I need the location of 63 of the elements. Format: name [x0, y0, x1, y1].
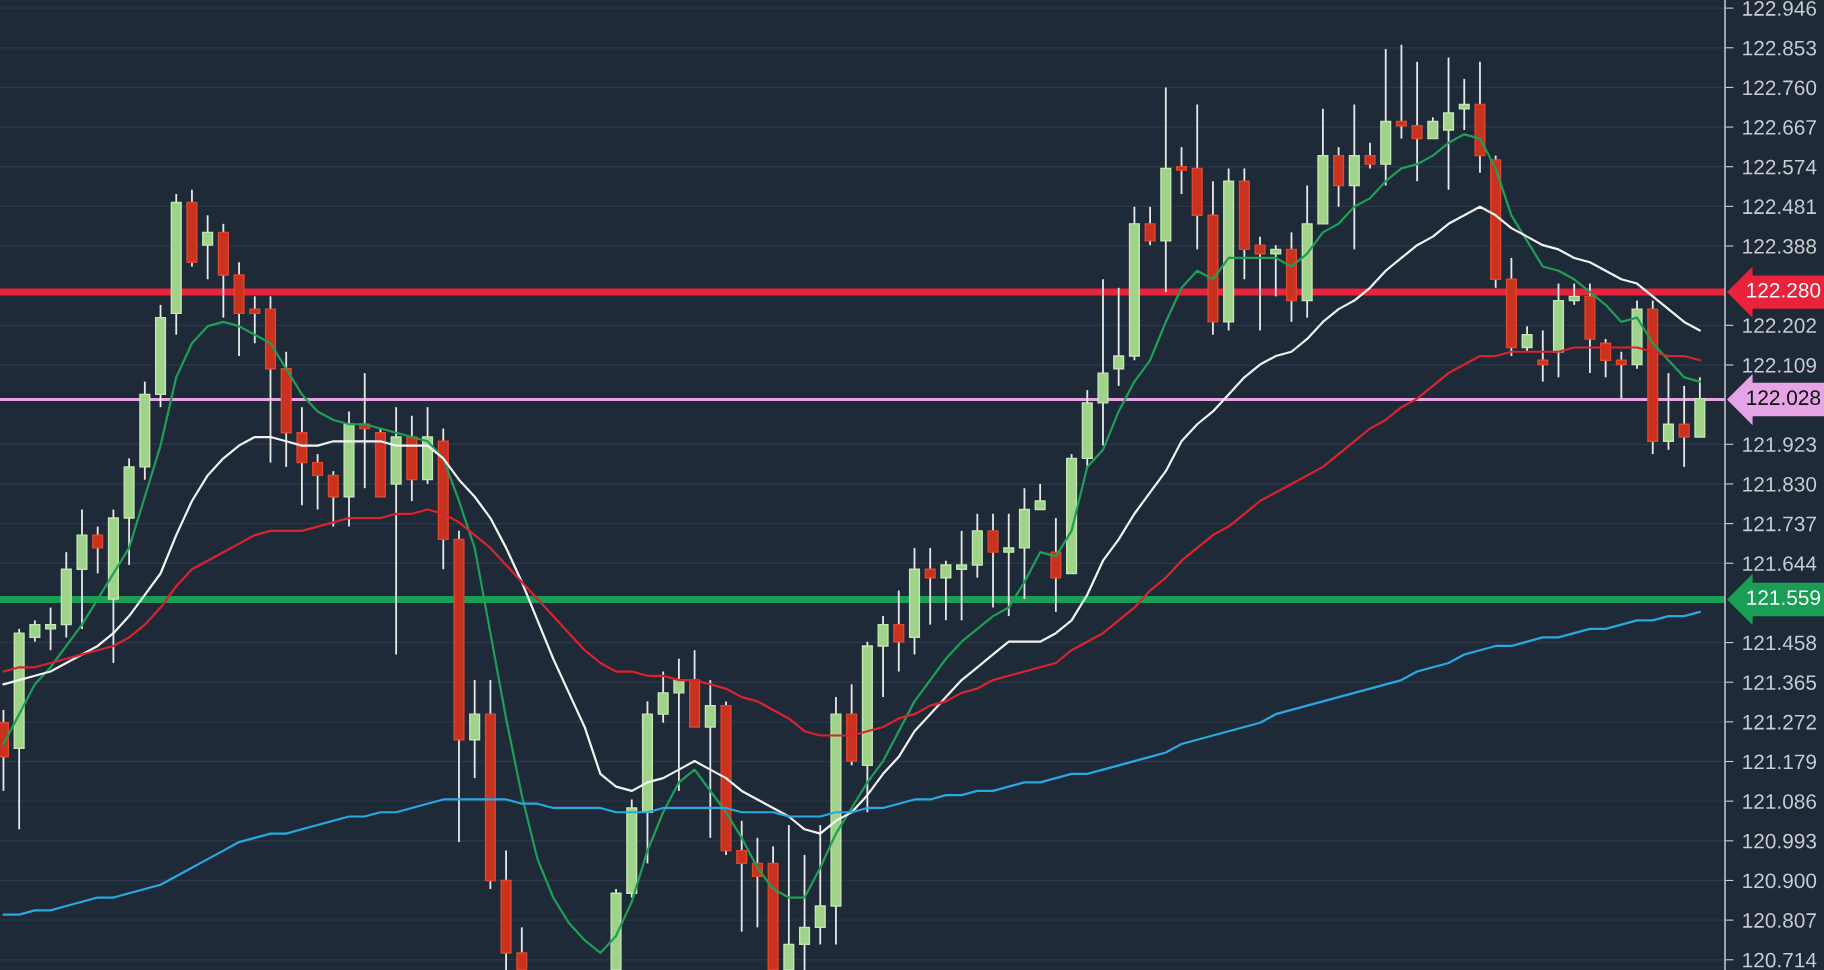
y-tick-label: 121.179: [1743, 754, 1816, 770]
candlestick: [657, 670, 669, 724]
candlestick: [1034, 483, 1046, 511]
y-tick-label: 121.644: [1743, 556, 1817, 571]
candlestick: [893, 589, 905, 673]
candlestick: [1615, 350, 1627, 400]
candlestick: [877, 615, 889, 699]
candlestick: [516, 926, 528, 970]
y-tick-label: 122.202: [1743, 318, 1816, 334]
candlestick: [29, 619, 41, 643]
candlestick: [1254, 235, 1266, 332]
candlestick: [956, 529, 968, 622]
candlestick: [1678, 384, 1690, 468]
candlestick: [1003, 512, 1015, 618]
candlestick: [327, 470, 339, 528]
y-tick-label: 122.109: [1743, 357, 1816, 373]
y-tick-label: 121.086: [1743, 794, 1817, 809]
candlestick: [1144, 205, 1156, 247]
candlestick: [1442, 56, 1455, 191]
candlestick: [1521, 325, 1533, 353]
line-series: [2, 610, 1701, 916]
candlestick: [1568, 282, 1580, 306]
y-tick-label: 120.807: [1743, 913, 1816, 928]
y-tick-label: 121.272: [1743, 714, 1816, 730]
candlestick: [924, 546, 936, 626]
y-tick-label: 122.853: [1743, 40, 1817, 56]
candlestick: [312, 453, 324, 511]
candlestick: [1458, 77, 1470, 131]
candlestick: [1537, 329, 1549, 383]
y-tick-label: 122.946: [1743, 1, 1817, 16]
y-tick-label: 120.714: [1743, 952, 1817, 968]
y-tick-label: 122.574: [1743, 159, 1817, 175]
y-tick-label: 122.667: [1743, 120, 1816, 135]
y-tick-label: 121.365: [1743, 675, 1817, 690]
y-tick-label: 122.388: [1743, 239, 1817, 254]
candlestick: [1427, 116, 1439, 140]
y-tick-label: 122.481: [1743, 199, 1816, 215]
candlestick: [1113, 286, 1125, 387]
candlestick: [987, 512, 999, 609]
candlestick: [1411, 60, 1423, 183]
candlestick: [1175, 146, 1188, 195]
y-tick-label: 121.830: [1743, 476, 1817, 492]
candlestick: [1364, 141, 1376, 170]
ref-line-label: 122.028: [1747, 390, 1821, 406]
y-tick-label: 121.923: [1743, 437, 1817, 453]
y-tick-label: 120.993: [1743, 833, 1817, 849]
ref-line-label: 122.280: [1747, 282, 1821, 298]
candlestick: [940, 559, 952, 622]
y-tick-label: 122.760: [1743, 80, 1817, 96]
candlestick: [92, 525, 104, 575]
candlestick: [673, 657, 685, 792]
y-tick-label: 121.737: [1743, 516, 1816, 532]
candlestick: [736, 819, 748, 933]
ref-line-label: 121.559: [1747, 590, 1821, 606]
candlestick: [45, 606, 57, 652]
candlestick: [1270, 244, 1282, 298]
candlestick: [1395, 43, 1407, 140]
candlestick: [202, 214, 214, 281]
candlestick: [249, 295, 261, 345]
y-tick-label: 120.900: [1743, 873, 1817, 889]
y-tick-label: 121.458: [1743, 635, 1817, 651]
candlestick: [1662, 372, 1675, 451]
candlestick: [798, 853, 811, 970]
